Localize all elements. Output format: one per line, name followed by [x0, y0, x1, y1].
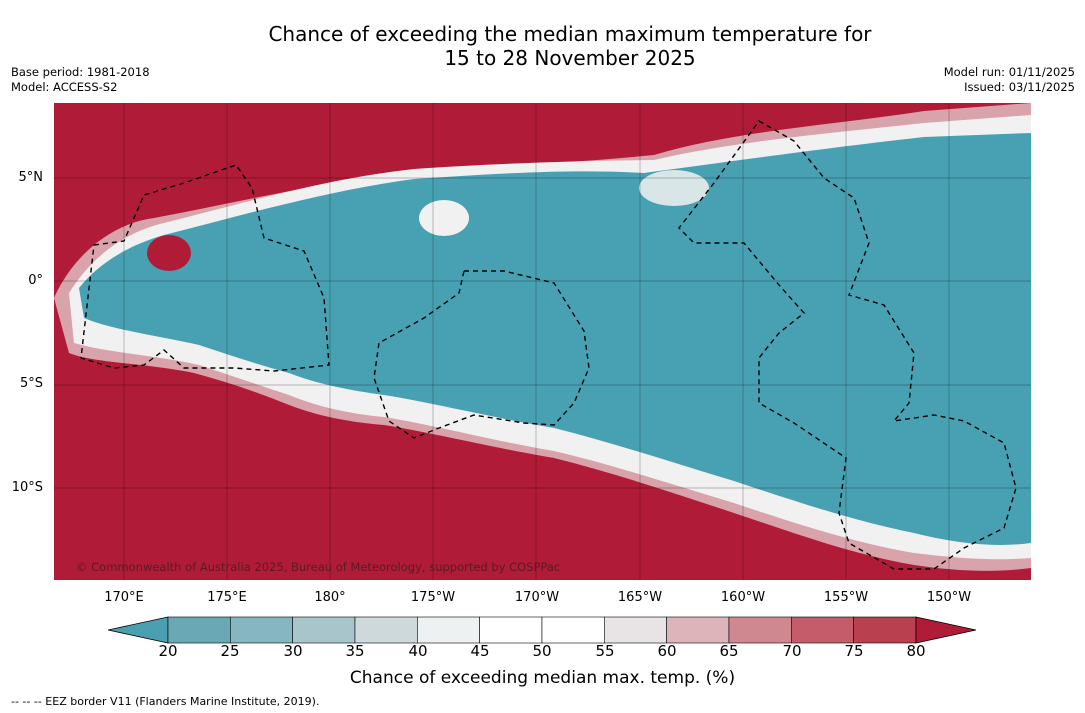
lat-label-0: 0° — [28, 273, 43, 288]
band-below-25 — [79, 133, 1031, 545]
colorbar-tick: 50 — [532, 642, 552, 660]
colorbar-cell — [790, 616, 854, 644]
colorbar-cell — [541, 616, 605, 644]
colorbar-cell — [292, 616, 356, 644]
lon-label-175e: 175°E — [207, 590, 247, 605]
colorbar-tick: 65 — [719, 642, 739, 660]
lat-label-10s: 10°S — [11, 480, 43, 495]
colorbar-tick: 70 — [782, 642, 802, 660]
run-info: Model run: 01/11/2025 Issued: 03/11/2025 — [944, 65, 1075, 95]
eez-legend: -- -- -- EEZ border V11 (Flanders Marine… — [11, 695, 320, 708]
colorbar-tick: 40 — [408, 642, 428, 660]
chart-title: Chance of exceeding the median maximum t… — [0, 22, 1085, 70]
colorbar-tick: 30 — [283, 642, 303, 660]
colorbar-tick: 55 — [595, 642, 615, 660]
colorbar-tick: 25 — [220, 642, 240, 660]
colorbar-cell — [230, 616, 293, 644]
lon-label-165w: 165°W — [617, 590, 663, 605]
lat-label-5s: 5°S — [19, 376, 43, 391]
lon-label-155w: 155°W — [823, 590, 869, 605]
map-contours — [54, 103, 1031, 580]
colorbar-tick: 35 — [345, 642, 365, 660]
eez-border-2 — [373, 270, 590, 439]
colorbar-cell — [604, 616, 667, 644]
colorbar-extend-high — [915, 616, 977, 644]
colorbar-tick: 75 — [844, 642, 864, 660]
colorbar-cell — [417, 616, 480, 644]
lon-label-180: 180° — [314, 590, 346, 605]
model-name: Model: ACCESS-S2 — [11, 80, 118, 94]
copyright-notice: © Commonwealth of Australia 2025, Bureau… — [76, 560, 561, 574]
colorbar-title: Chance of exceeding median max. temp. (%… — [349, 668, 736, 688]
forecast-map: © Commonwealth of Australia 2025, Bureau… — [54, 103, 1031, 580]
colorbar-tick: 80 — [906, 642, 926, 660]
cool-patch-2 — [639, 170, 709, 206]
colorbar-cell — [354, 616, 418, 644]
colorbar-cell — [167, 616, 231, 644]
lon-label-170w: 170°W — [514, 590, 560, 605]
lat-label-5n: 5°N — [18, 170, 44, 185]
colorbar — [108, 616, 977, 644]
title-line-2: 15 to 28 November 2025 — [444, 46, 696, 70]
model-run: Model run: 01/11/2025 — [943, 65, 1075, 79]
lon-label-150w: 150°W — [926, 590, 972, 605]
base-info: Base period: 1981-2018 Model: ACCESS-S2 — [11, 65, 150, 95]
colorbar-cell — [853, 616, 917, 644]
colorbar-cell — [666, 616, 730, 644]
title-line-1: Chance of exceeding the median maximum t… — [268, 22, 872, 46]
colorbar-tick: 20 — [158, 642, 178, 660]
base-period: Base period: 1981-2018 — [11, 65, 150, 79]
lon-label-160w: 160°W — [720, 590, 766, 605]
warm-anomaly — [147, 235, 191, 271]
colorbar-tick: 60 — [657, 642, 677, 660]
colorbar-tick: 45 — [470, 642, 490, 660]
lon-label-170e: 170°E — [104, 590, 144, 605]
issued-date: Issued: 03/11/2025 — [964, 80, 1075, 94]
colorbar-cell — [479, 616, 543, 644]
lon-label-175w: 175°W — [410, 590, 456, 605]
eez-border-3 — [678, 120, 1017, 570]
colorbar-extend-low — [108, 616, 169, 644]
cool-patch-1 — [419, 200, 469, 236]
colorbar-cell — [728, 616, 792, 644]
